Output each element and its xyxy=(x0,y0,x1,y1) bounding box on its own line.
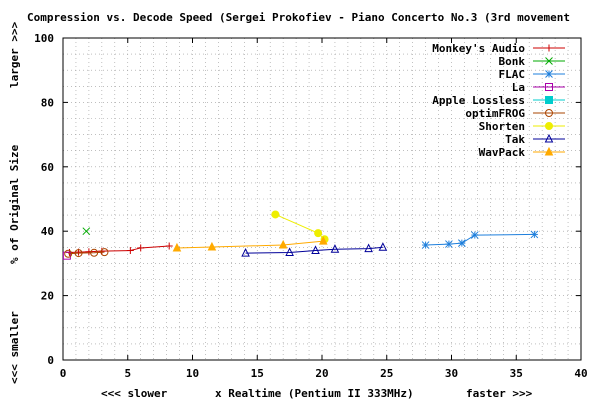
legend-label-la: La xyxy=(512,81,525,94)
data-point-optimfrog xyxy=(90,248,99,257)
x-tick-label: 10 xyxy=(186,367,199,380)
data-point-monkey-s-audio xyxy=(137,244,145,252)
legend-label-wavpack: WavPack xyxy=(479,146,526,159)
series-line-flac xyxy=(425,233,535,246)
grid xyxy=(63,38,581,360)
data-point-flac xyxy=(530,230,539,239)
legend-label-flac: FLAC xyxy=(499,68,526,81)
axis-ticks: 0 5 10 15 20 25 30 35 40 0 20 40 60 80 100 xyxy=(34,32,588,380)
y-axis-label: % of Original Size xyxy=(8,144,21,264)
data-point-tak xyxy=(378,242,388,251)
y-tick-label: 60 xyxy=(41,161,54,174)
legend-marker-monkey-s-audio xyxy=(545,44,553,52)
x-tick-label: 30 xyxy=(445,367,458,380)
legend-marker-wavpack xyxy=(544,146,554,156)
y-axis-top-label: larger >>> xyxy=(8,21,21,88)
data-point-tak xyxy=(285,247,294,256)
x-tick-label: 15 xyxy=(251,367,264,380)
x-axis-label: x Realtime (Pentium II 333MHz) xyxy=(215,387,414,400)
series-line-optimfrog xyxy=(68,251,105,255)
data-point-monkey-s-audio xyxy=(85,248,93,256)
data-point-optimfrog xyxy=(100,248,109,257)
legend-marker-la xyxy=(545,83,553,91)
data-point-flac xyxy=(445,240,453,248)
y-tick-label: 40 xyxy=(41,225,54,238)
y-tick-label: 0 xyxy=(47,354,54,367)
data-point-tak xyxy=(364,243,373,253)
legend-label-apple-lossless: Apple Lossless xyxy=(432,94,525,107)
legend-marker-flac xyxy=(545,70,553,78)
y-tick-label: 100 xyxy=(34,32,54,45)
legend-label-monkey-s-audio: Monkey's Audio xyxy=(432,42,525,55)
data-point-shorten xyxy=(314,229,323,238)
data-point-wavpack xyxy=(318,236,328,245)
legend-marker-apple-lossless xyxy=(545,96,553,104)
legend-marker-bonk xyxy=(545,57,553,65)
data-point-wavpack xyxy=(172,242,182,252)
x-axis-right-label: faster >>> xyxy=(466,387,533,400)
data-point-wavpack xyxy=(278,239,288,249)
data-point-shorten xyxy=(271,210,280,219)
legend-marker-shorten xyxy=(545,122,553,130)
legend-label-optimfrog: optimFROG xyxy=(465,107,525,120)
data-point-monkey-s-audio xyxy=(165,242,173,250)
data-point-monkey-s-audio xyxy=(126,247,134,255)
legend-label-tak: Tak xyxy=(505,133,525,146)
legend-label-shorten: Shorten xyxy=(479,120,525,133)
x-tick-label: 40 xyxy=(574,367,587,380)
data-point-la xyxy=(62,251,71,260)
series-line-wavpack xyxy=(176,240,324,249)
legend-marker-tak xyxy=(544,133,554,143)
series-line-monkey-s-audio xyxy=(69,245,170,253)
data-point-flac xyxy=(421,241,430,249)
data-point-optimfrog xyxy=(74,249,83,258)
y-axis-bottom-label: <<< smaller xyxy=(8,311,21,384)
data-point-bonk xyxy=(82,227,91,236)
x-tick-label: 5 xyxy=(124,367,131,380)
x-tick-label: 25 xyxy=(380,367,393,380)
data-point-tak xyxy=(330,244,340,253)
x-tick-label: 0 xyxy=(60,367,67,380)
x-tick-label: 20 xyxy=(315,367,328,380)
data-point-flac xyxy=(470,231,479,239)
legend-marker-optimfrog xyxy=(545,109,553,117)
data-point-optimfrog xyxy=(64,249,73,258)
x-axis-left-label: <<< slower xyxy=(101,387,168,400)
x-tick-label: 35 xyxy=(510,367,523,380)
series-layer xyxy=(62,210,539,260)
data-point-tak xyxy=(311,245,320,255)
legend-label-bonk: Bonk xyxy=(499,55,526,68)
data-point-monkey-s-audio xyxy=(98,247,106,255)
y-tick-label: 80 xyxy=(41,96,54,109)
data-point-tak xyxy=(241,247,250,257)
data-point-wavpack xyxy=(207,241,217,251)
data-point-flac xyxy=(458,239,466,247)
y-tick-label: 20 xyxy=(41,290,54,303)
chart-title: Compression vs. Decode Speed (Sergei Pro… xyxy=(27,11,570,24)
